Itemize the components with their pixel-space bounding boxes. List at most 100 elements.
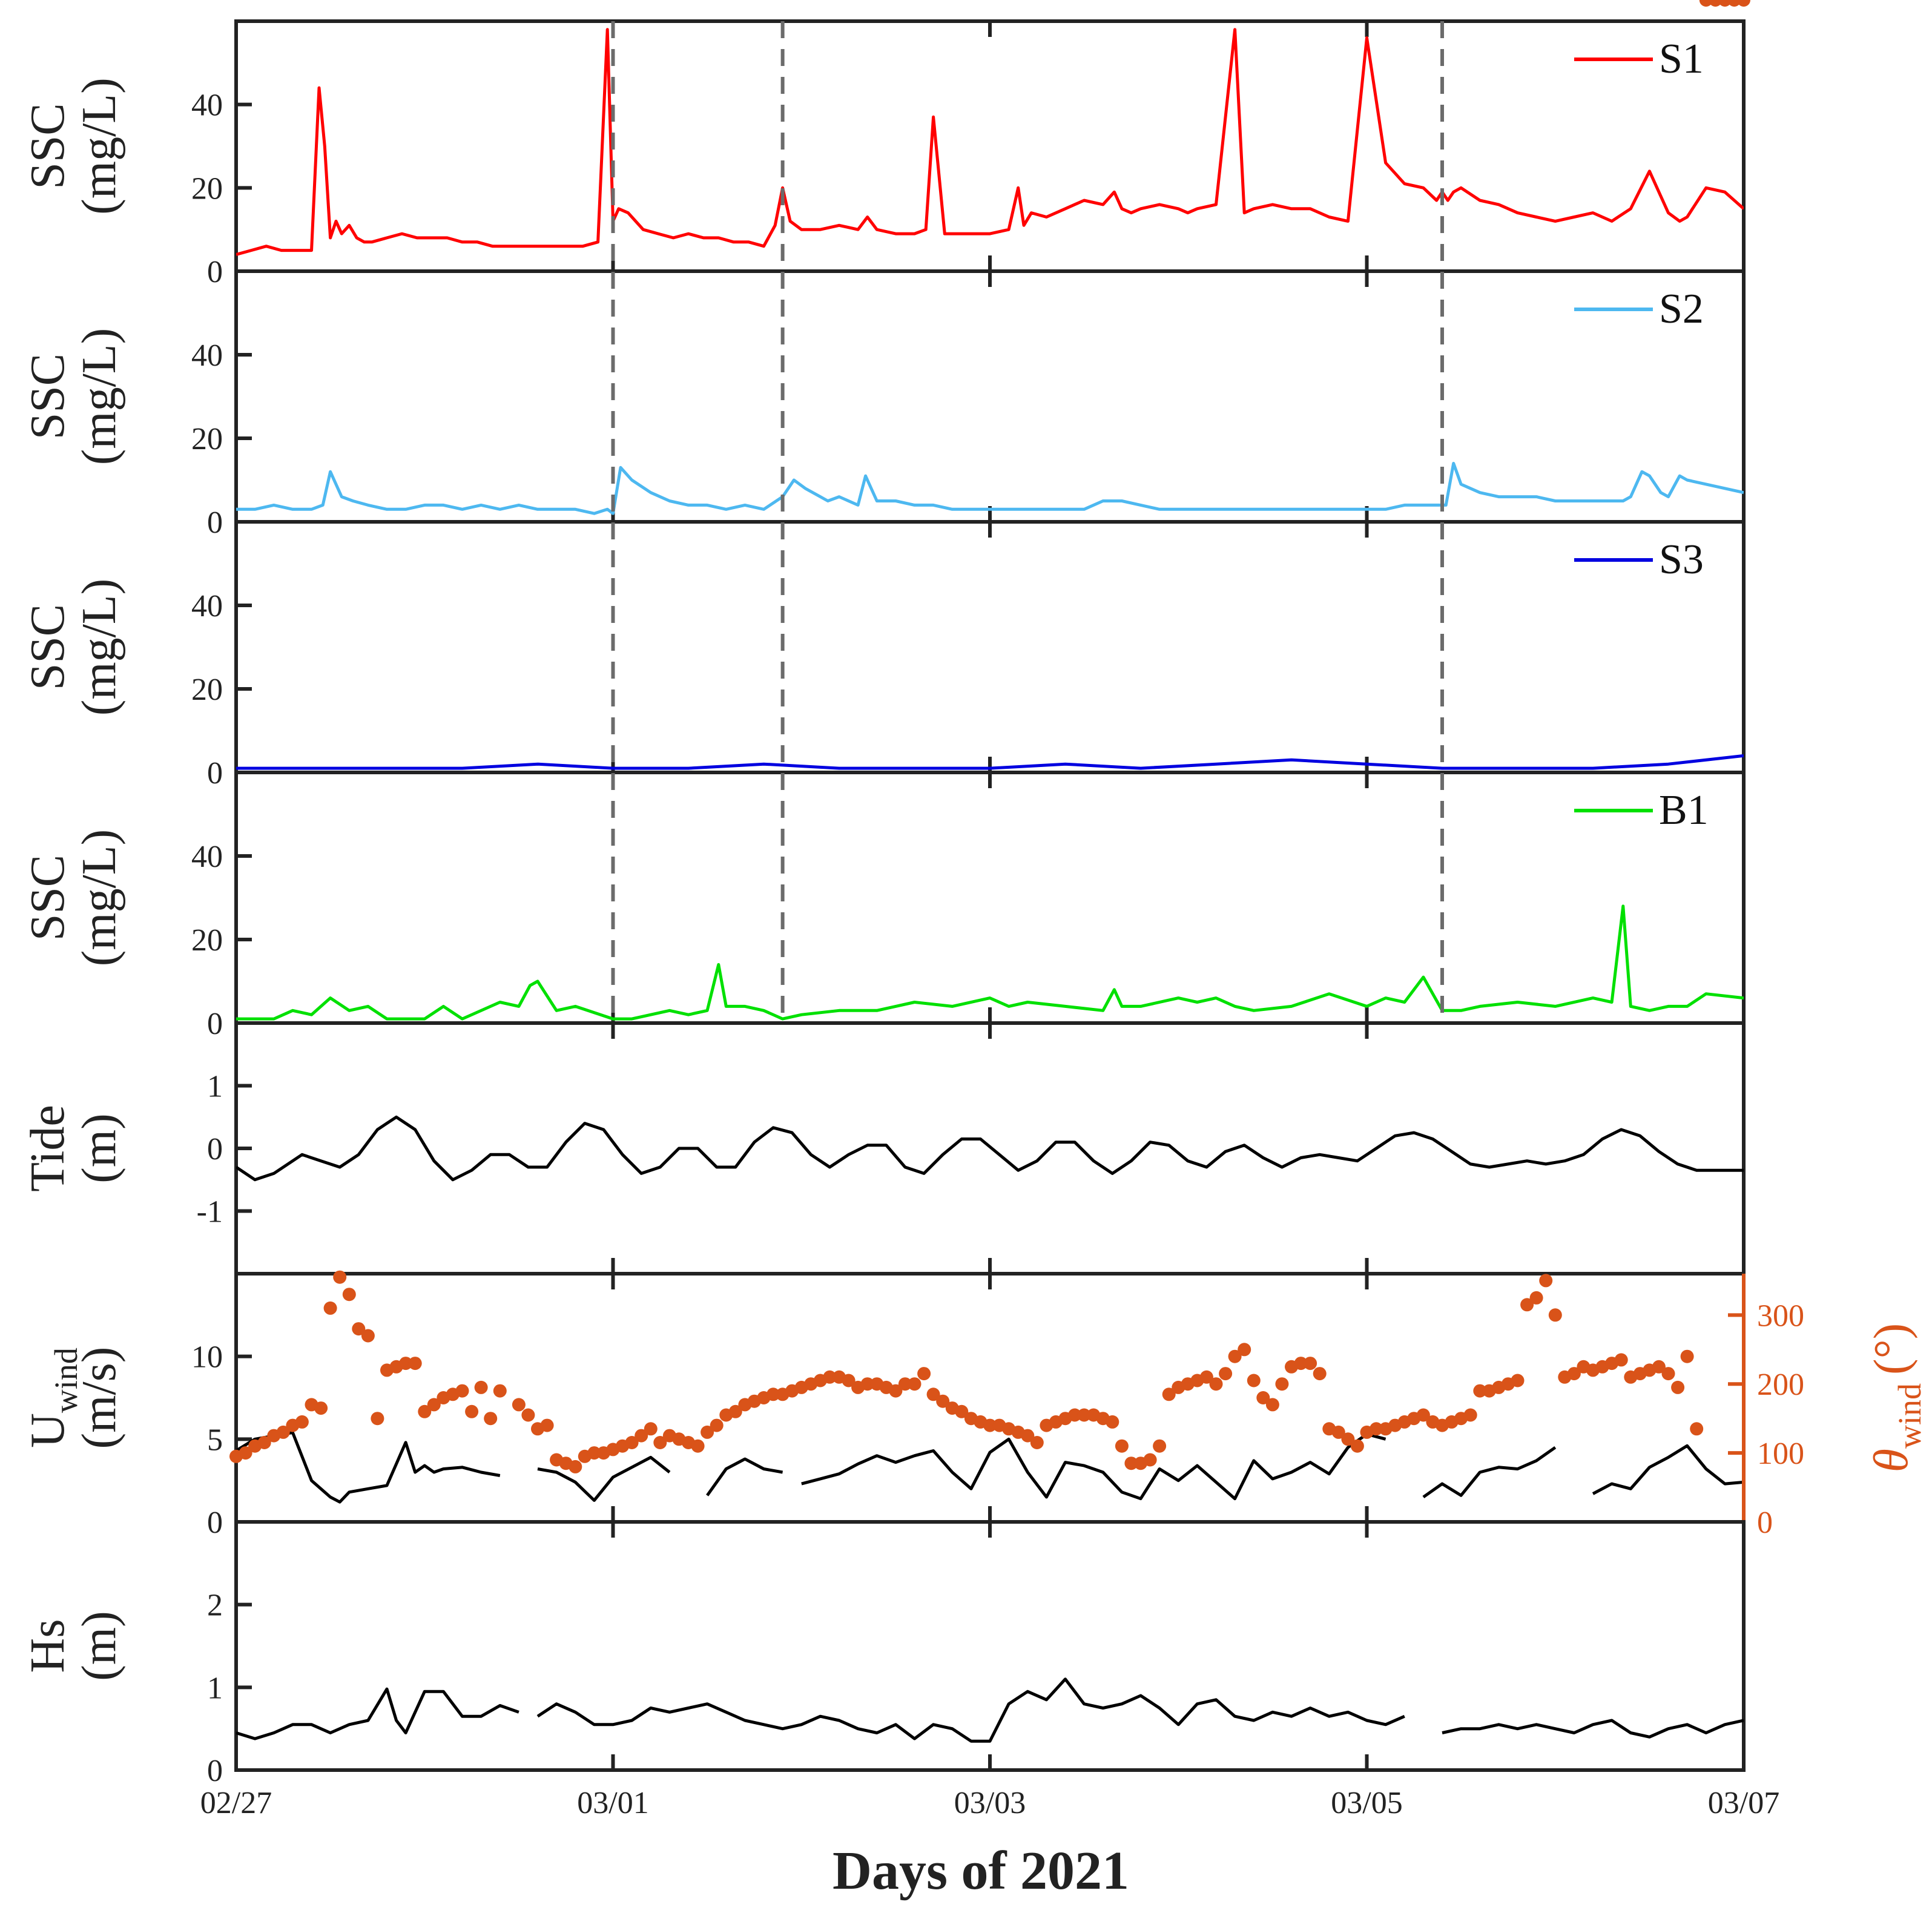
y-axis-label-main: Tide (21, 1105, 74, 1192)
wind-direction-point (587, 1446, 601, 1460)
wind-direction-point (295, 1415, 309, 1429)
y-axis-label-main: SSC (21, 604, 74, 690)
y-tick-label: 1 (207, 1070, 223, 1104)
wind-direction-point (1199, 1370, 1213, 1384)
y-tick-label: 40 (191, 840, 223, 874)
wind-direction-point (474, 1380, 488, 1394)
right-tick-label: 200 (1757, 1368, 1804, 1402)
wind-direction-point (1473, 1384, 1487, 1398)
y-tick-label: 0 (207, 1132, 223, 1167)
panel-frame-s3 (234, 520, 1746, 774)
wind-direction-point (1068, 1408, 1082, 1422)
right-tick-label: 300 (1757, 1299, 1804, 1333)
y-axis-unit-s1: (mg/L) (73, 77, 126, 215)
y-tick-label: 40 (191, 338, 223, 373)
wind-direction-point (455, 1384, 469, 1398)
y-axis-unit-s3: (mg/L) (73, 579, 126, 716)
wind-direction-point (898, 1377, 912, 1391)
wind-direction-point (1529, 1291, 1543, 1305)
wind-direction-point (1275, 1377, 1289, 1391)
wind-direction-point (1737, 0, 1750, 7)
y-axis-label-tide: Tide (21, 1105, 74, 1192)
wind-direction-point (239, 1446, 252, 1460)
wind-direction-point (361, 1329, 375, 1343)
wind-direction-point (333, 1270, 347, 1284)
y-tick-label: 40 (191, 88, 223, 123)
wind-direction-point (569, 1460, 582, 1473)
wind-direction-point (1539, 1274, 1553, 1288)
wind-direction-point (1143, 1453, 1157, 1467)
wind-direction-point (1162, 1387, 1176, 1401)
wind-direction-point (1228, 1349, 1242, 1363)
wind-direction-point (1115, 1439, 1129, 1453)
wind-direction-point (625, 1436, 639, 1449)
y-axis-label-main: SSC (21, 354, 74, 439)
panel-frame-b1 (234, 771, 1746, 1025)
wind-direction-point (860, 1377, 874, 1391)
wind-direction-point (408, 1357, 422, 1371)
y-tick-label: 20 (191, 673, 223, 707)
y-axis-label-wind: Uwind (21, 1348, 84, 1448)
wind-direction-point (1106, 1415, 1119, 1429)
wind-direction-point (908, 1377, 921, 1391)
wind-direction-point (1548, 1308, 1562, 1322)
wind-direction-point (399, 1357, 413, 1371)
y-axis-unit-tide: (m) (73, 1113, 126, 1183)
wind-direction-point (842, 1374, 856, 1387)
wind-direction-point (1652, 1360, 1666, 1374)
y-axis-label-main: Hs (21, 1619, 74, 1673)
wind-direction-point (427, 1398, 441, 1412)
y-axis-label-b1: SSC (21, 855, 74, 941)
wind-direction-point (352, 1322, 366, 1336)
wind-direction-point (926, 1387, 940, 1401)
wind-direction-point (983, 1418, 997, 1432)
x-tick-label: 03/05 (1331, 1786, 1402, 1820)
wind-direction-point (1661, 1367, 1675, 1381)
wind-direction-point (323, 1301, 337, 1315)
y-axis-unit-hs: (m) (73, 1611, 126, 1681)
wind-direction-point (955, 1404, 969, 1418)
y-tick-label: 20 (191, 422, 223, 456)
x-axis: 02/27 03/01 03/03 03/05 03/07 (200, 1786, 1779, 1820)
series-line-s3 (236, 754, 1744, 770)
wind-direction-point (465, 1404, 479, 1418)
wind-direction-point (1614, 1353, 1628, 1367)
panel-frame-s2 (234, 269, 1746, 524)
wind-direction-point (1256, 1391, 1270, 1404)
wind-direction-point (1350, 1439, 1364, 1453)
y-tick-label: 20 (191, 171, 223, 206)
wind-direction-point (493, 1384, 507, 1398)
y-axis-label-s3: SSC (21, 604, 74, 690)
wind-direction-point (540, 1418, 554, 1432)
wind-direction-point (1077, 1408, 1091, 1422)
x-tick-label: 03/03 (954, 1786, 1026, 1820)
y-tick-label: 1 (207, 1671, 223, 1705)
wind-direction-point (653, 1436, 667, 1449)
panel-s1: 0 20 40 SSC(mg/L) S1 (21, 19, 1746, 289)
wind-direction-point (936, 1394, 950, 1408)
series-line-tide (236, 1115, 1744, 1182)
wind-direction-point (257, 1436, 271, 1449)
y-axis-unit-b1: (mg/L) (73, 829, 126, 967)
wind-direction-point (889, 1384, 903, 1398)
panel-frame-hs (234, 1520, 1746, 1772)
wind-direction-point (314, 1401, 328, 1415)
wind-direction-point (728, 1404, 742, 1418)
wind-direction-point (512, 1398, 526, 1412)
wind-direction-point (1021, 1429, 1035, 1443)
y-axis-label-sub: wind (48, 1348, 84, 1413)
y-axis-unit-wind: (m/s) (73, 1347, 126, 1449)
y-tick-label: 0 (207, 756, 223, 791)
legend-label-s2: S2 (1659, 286, 1704, 332)
right-tick-label: 100 (1757, 1437, 1804, 1471)
x-tick-label: 03/07 (1708, 1786, 1779, 1820)
y-tick-label: 5 (207, 1423, 223, 1457)
wind-direction-point (701, 1425, 714, 1439)
y-tick-label: 0 (207, 1007, 223, 1041)
y-axis-label-main: SSC (21, 103, 74, 189)
y-tick-label: 10 (191, 1340, 223, 1375)
panel-hs: 0 1 2 Hs(m) (21, 1520, 1746, 1788)
right-axis-label-sub: wind (1891, 1383, 1928, 1449)
series-line-s2 (236, 461, 1744, 515)
